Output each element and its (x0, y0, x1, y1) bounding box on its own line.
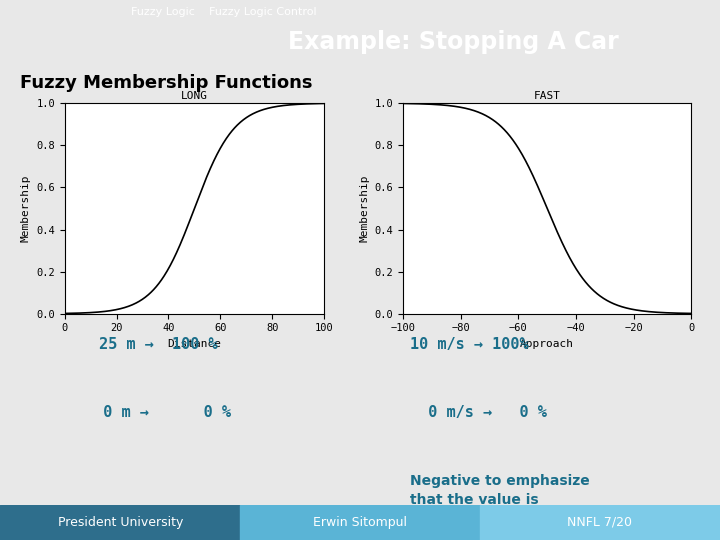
Text: Example: Stopping A Car: Example: Stopping A Car (288, 30, 619, 55)
Text: 25 m →  100 %: 25 m → 100 % (99, 336, 217, 352)
Text: Fuzzy Membership Functions: Fuzzy Membership Functions (20, 73, 312, 92)
Bar (240, 505, 480, 540)
Bar (480, 505, 720, 540)
Text: 10 m/s → 100%: 10 m/s → 100% (410, 336, 529, 352)
Title: LONG: LONG (181, 91, 208, 101)
Text: Fuzzy Logic: Fuzzy Logic (130, 8, 194, 17)
Title: FAST: FAST (534, 91, 561, 101)
Bar (0, 505, 240, 540)
Text: NNFL 7/20: NNFL 7/20 (567, 516, 632, 529)
Text: 0 m/s →   0 %: 0 m/s → 0 % (410, 406, 547, 421)
Text: Negative to emphasize
that the value is
decreasing: Negative to emphasize that the value is … (410, 474, 590, 525)
Text: President University: President University (58, 516, 183, 529)
Text: Fuzzy Logic Control: Fuzzy Logic Control (209, 8, 316, 17)
X-axis label: Distance: Distance (167, 339, 222, 349)
X-axis label: Approach: Approach (521, 339, 575, 349)
Y-axis label: Membership: Membership (21, 175, 31, 242)
Text: 0 m →      0 %: 0 m → 0 % (86, 406, 231, 421)
Text: Erwin Sitompul: Erwin Sitompul (313, 516, 407, 529)
Y-axis label: Membership: Membership (359, 175, 369, 242)
